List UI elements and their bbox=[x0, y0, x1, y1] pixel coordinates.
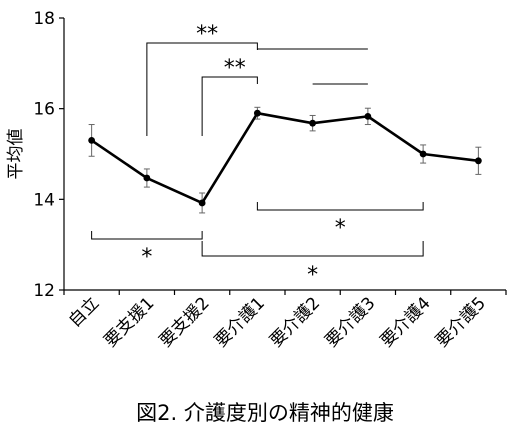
error-bars bbox=[88, 106, 482, 214]
x-tick-label: 要支援1 bbox=[101, 293, 159, 351]
data-point bbox=[143, 174, 151, 182]
data-point bbox=[253, 109, 261, 117]
y-axis-label: 平均値 bbox=[6, 129, 26, 180]
significance-label: * bbox=[335, 216, 346, 241]
bracket-line bbox=[201, 76, 258, 136]
significance-brackets: ******* bbox=[91, 22, 424, 288]
data-point bbox=[88, 137, 96, 144]
x-tick-label: 要介護2 bbox=[266, 293, 324, 351]
y-tick-label: 12 bbox=[33, 281, 55, 301]
significance-bracket: ** bbox=[201, 56, 258, 136]
figure-caption: 図2. 介護度別の精神的健康 bbox=[136, 401, 394, 425]
y-ticks: 12 14 16 18 bbox=[33, 9, 64, 301]
significance-bracket: * bbox=[91, 231, 203, 270]
x-tick-label: 自立 bbox=[65, 293, 103, 331]
x-tick-label: 要介護5 bbox=[432, 293, 490, 351]
significance-label: ** bbox=[196, 22, 218, 47]
series bbox=[88, 109, 482, 207]
data-point bbox=[198, 199, 206, 207]
y-tick-label: 14 bbox=[33, 190, 55, 210]
significance-bracket: * bbox=[201, 241, 424, 288]
significance-bracket: * bbox=[256, 202, 424, 241]
bracket-line bbox=[256, 202, 424, 211]
significance-label: ** bbox=[224, 56, 246, 81]
x-tick-label: 要介護3 bbox=[322, 293, 380, 351]
bracket-line bbox=[201, 241, 424, 257]
y-tick-label: 16 bbox=[33, 100, 55, 120]
x-tick-label: 要介護4 bbox=[377, 293, 435, 351]
significance-bracket: ** bbox=[146, 22, 258, 136]
y-tick-label: 18 bbox=[33, 9, 55, 29]
bracket-line bbox=[91, 231, 203, 240]
data-point bbox=[364, 112, 372, 120]
axes bbox=[63, 18, 506, 291]
data-point bbox=[474, 157, 482, 165]
data-point bbox=[309, 119, 317, 127]
significance-label: * bbox=[307, 263, 318, 288]
series-line bbox=[90, 111, 479, 205]
x-tick-label: 要支援2 bbox=[156, 293, 214, 351]
data-point bbox=[419, 150, 427, 158]
bracket-line bbox=[146, 42, 258, 136]
significance-label: * bbox=[141, 245, 152, 270]
x-tick-label: 要介護1 bbox=[211, 293, 269, 351]
